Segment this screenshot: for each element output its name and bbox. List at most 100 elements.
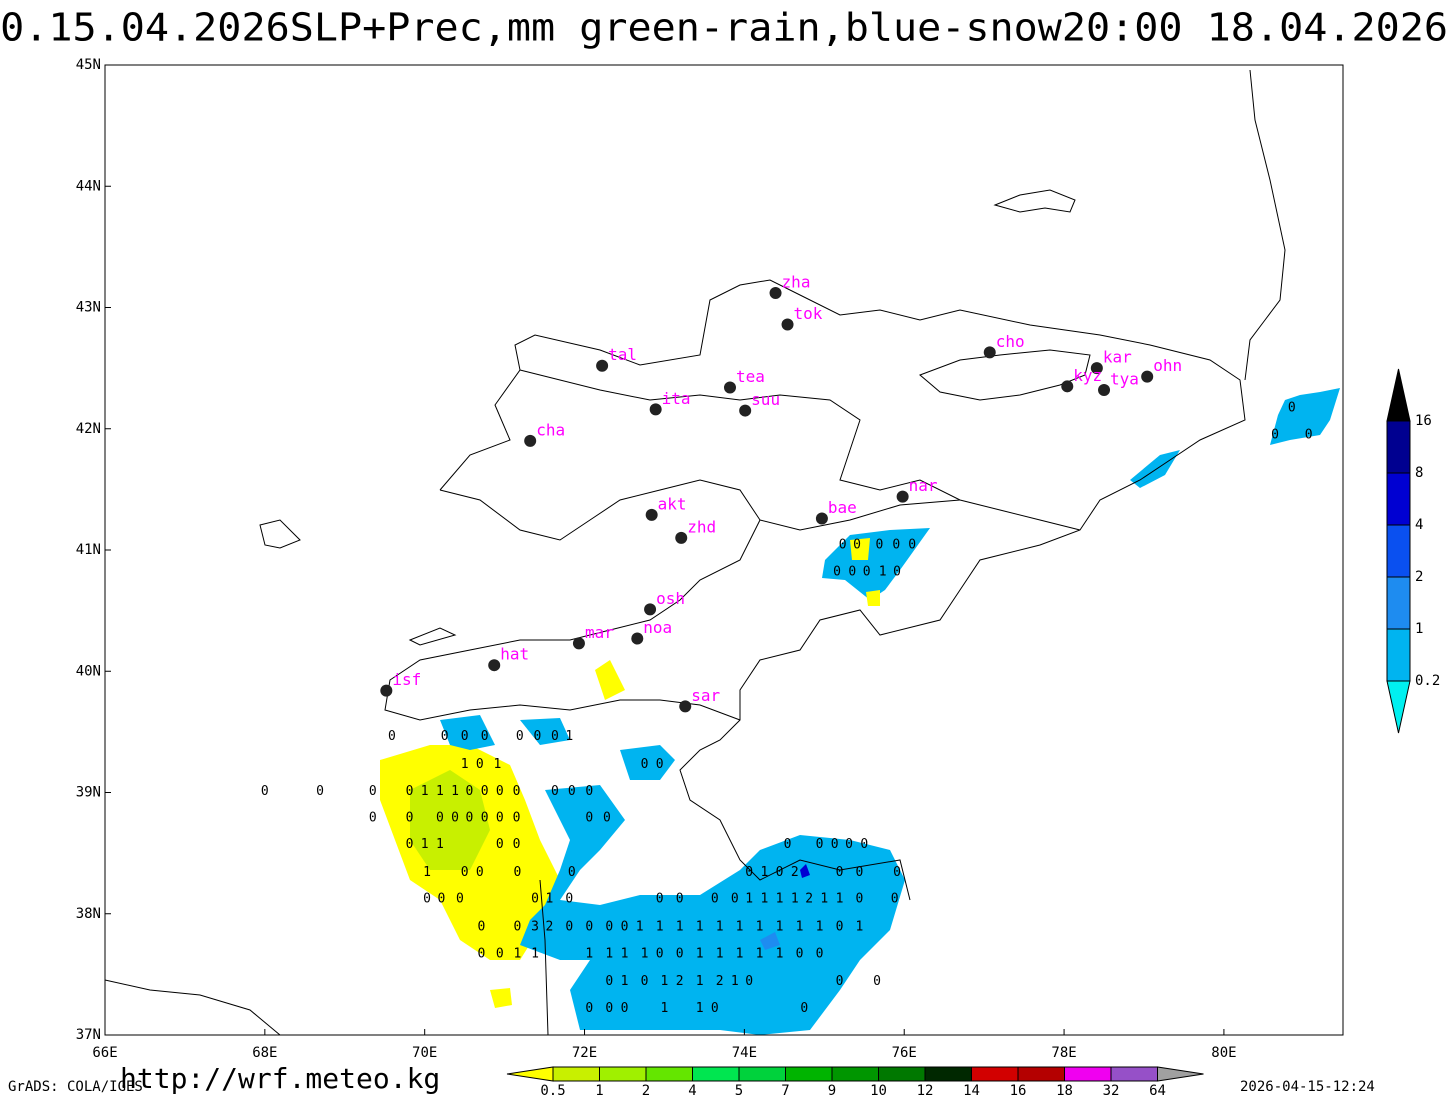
- grid-value: 0: [513, 865, 521, 880]
- station-dot: [644, 603, 657, 616]
- grid-value: 0: [860, 837, 868, 852]
- grid-value: 0: [533, 729, 541, 744]
- grid-value: 0: [839, 538, 847, 553]
- grid-value: 0: [496, 946, 504, 961]
- grid-value: 0: [476, 865, 484, 880]
- grid-value: 0: [731, 892, 739, 907]
- colorbar-box: [971, 1066, 1019, 1082]
- station-dot: [572, 637, 585, 650]
- grid-value: 1: [696, 974, 704, 989]
- station-dot: [723, 381, 736, 394]
- grid-value: 0: [892, 538, 900, 553]
- station-label: cho: [996, 332, 1025, 351]
- grid-value: 0: [656, 892, 664, 907]
- colorbar-label: 64: [1149, 1083, 1166, 1099]
- station-dot: [645, 508, 658, 521]
- grid-value: 0: [496, 810, 504, 825]
- grid-value: 1: [745, 892, 753, 907]
- grid-value: 0: [605, 974, 613, 989]
- grid-value: 0: [891, 892, 899, 907]
- grid-value: 1: [760, 892, 768, 907]
- title: 00.15.04.2026SLP+Prec,mm green-rain,blue…: [0, 6, 1448, 50]
- grid-value: 1: [436, 784, 444, 799]
- grid-value: 0: [513, 837, 521, 852]
- grid-value: 0: [585, 784, 593, 799]
- colorbar-label: 18: [1056, 1083, 1073, 1099]
- grid-value: 1: [776, 892, 784, 907]
- grid-value: 0: [863, 564, 871, 579]
- grid-value: 1: [461, 757, 469, 772]
- colorbar-box: [878, 1066, 926, 1082]
- grid-value: 1: [636, 920, 644, 935]
- colorbar-label: 14: [963, 1083, 980, 1099]
- grid-value: 0: [456, 892, 464, 907]
- grid-value: 1: [696, 920, 704, 935]
- colorbar-box: [738, 1066, 786, 1082]
- station-dot: [739, 404, 752, 417]
- grid-value: 0: [831, 837, 839, 852]
- grid-value: 0: [513, 810, 521, 825]
- grid-value: 1: [791, 892, 799, 907]
- colorbar-label: 2: [642, 1083, 650, 1099]
- station-label: noa: [643, 618, 672, 637]
- station-dot: [649, 403, 662, 416]
- grid-value: 0: [316, 784, 324, 799]
- grid-value: 0: [836, 865, 844, 880]
- station-label: zha: [782, 272, 811, 291]
- grid-value: 1: [756, 946, 764, 961]
- station-label: tya: [1110, 369, 1139, 388]
- x-tick-label: 80E: [1211, 1045, 1236, 1061]
- grid-value: 1: [621, 974, 629, 989]
- grid-value: 0: [1288, 401, 1296, 416]
- grid-value: 2: [805, 892, 813, 907]
- colorbar-label: 10: [870, 1083, 887, 1099]
- grid-value: 0: [531, 892, 539, 907]
- station-dot: [631, 632, 644, 645]
- grid-value: 0: [565, 920, 573, 935]
- station-dot: [1061, 380, 1074, 393]
- grid-value: 0: [513, 920, 521, 935]
- colorbar-label: 0.2: [1415, 673, 1440, 689]
- station-label: kar: [1103, 348, 1132, 367]
- grid-value: 0: [784, 837, 792, 852]
- grid-value: 0: [476, 757, 484, 772]
- grid-value: 0: [853, 538, 861, 553]
- grid-value: 0: [461, 865, 469, 880]
- grid-value: 1: [605, 946, 613, 961]
- timestamp: 2026-04-15-12:24: [1240, 1079, 1375, 1095]
- station-dot: [488, 659, 501, 672]
- grid-value: 0: [893, 564, 901, 579]
- grid-value: 0: [436, 810, 444, 825]
- station-label: bae: [828, 498, 857, 517]
- grid-value: 1: [494, 757, 502, 772]
- grid-value: 0: [406, 837, 414, 852]
- station-label: mar: [585, 623, 614, 642]
- grid-value: 1: [816, 920, 824, 935]
- grid-value: 0: [478, 920, 486, 935]
- colorbar-box: [692, 1066, 740, 1082]
- grid-value: 0: [438, 892, 446, 907]
- grid-value: 1: [421, 837, 429, 852]
- grid-value: 1: [731, 974, 739, 989]
- station-label: akt: [658, 494, 687, 513]
- x-tick-label: 70E: [412, 1045, 437, 1061]
- station-dot: [815, 512, 828, 525]
- station-dot: [983, 346, 996, 359]
- grid-value: 2: [791, 865, 799, 880]
- grid-value: 1: [451, 784, 459, 799]
- station-label: ohn: [1153, 356, 1182, 375]
- grid-value: 1: [565, 729, 573, 744]
- precip-field: [380, 388, 1340, 1035]
- station-label: tea: [736, 367, 765, 386]
- station-dot: [380, 684, 393, 697]
- station-label: ita: [662, 389, 691, 408]
- grid-value: 0: [745, 865, 753, 880]
- grid-value: 1: [796, 920, 804, 935]
- grid-value: 0: [451, 810, 459, 825]
- grid-value: 0: [551, 729, 559, 744]
- grid-value: 0: [513, 784, 521, 799]
- grid-value: 0: [406, 810, 414, 825]
- grid-value: 1: [736, 946, 744, 961]
- station-label: tal: [608, 345, 637, 364]
- station-label: tok: [794, 304, 823, 323]
